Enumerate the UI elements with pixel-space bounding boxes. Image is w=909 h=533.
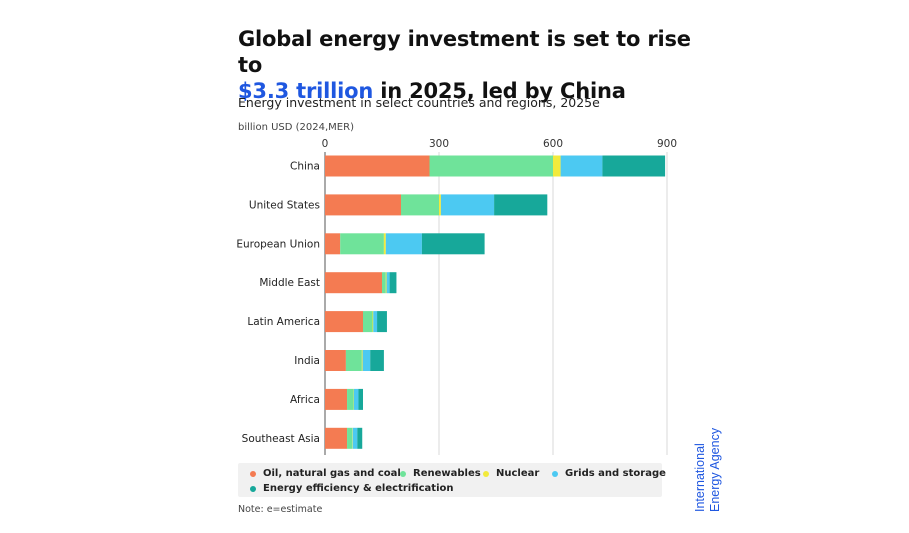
bar-european-union-series-3 [385, 233, 422, 255]
bar-china-series-4 [602, 155, 666, 177]
category-label-china: China [290, 161, 320, 173]
category-label-latin-america: Latin America [247, 316, 320, 328]
bar-africa-series-3 [353, 388, 359, 410]
bar-india-series-0 [325, 350, 346, 371]
bar-southeast-asia-series-3 [352, 427, 358, 449]
bar-china-series-1 [429, 155, 553, 177]
title-rest: in 2025, led by China [373, 79, 626, 103]
chart-legend: Oil, natural gas and coal Renewables Nuc… [238, 463, 666, 497]
legend-label-efficiency: Energy efficiency & electrification [263, 483, 454, 494]
bar-united-states-series-1 [401, 194, 439, 216]
bar-africa-series-0 [325, 388, 348, 410]
bar-india-series-3 [362, 350, 371, 371]
bar-latin-america-series-2 [372, 311, 374, 333]
bar-southeast-asia-series-0 [325, 427, 348, 449]
bar-india-series-4 [370, 350, 384, 371]
bar-middle-east-series-2 [385, 272, 387, 294]
bar-latin-america-series-0 [325, 311, 363, 333]
x-tick-label-600: 600 [543, 138, 563, 150]
category-label-southeast-asia: Southeast Asia [242, 433, 320, 445]
bar-united-states-series-2 [439, 194, 441, 216]
title-highlight: $3.3 trillion [238, 79, 374, 103]
category-label-africa: Africa [290, 394, 320, 406]
category-label-india: India [294, 355, 320, 367]
legend-swatch-renewables [400, 470, 406, 477]
title-line-1: Global energy investment is set to rise … [238, 27, 691, 77]
bar-latin-america-series-4 [377, 311, 387, 333]
legend-item-oil-gas-coal: Oil, natural gas and coal [250, 468, 401, 479]
legend-swatch-grids-storage [552, 470, 558, 477]
x-tick-label-300: 300 [429, 138, 449, 150]
chart-note: Note: e=estimate [238, 504, 323, 515]
bar-china-series-2 [553, 155, 561, 177]
bar-european-union-series-1 [340, 233, 384, 255]
bar-middle-east-series-3 [386, 272, 390, 294]
legend-label-renewables: Renewables [413, 468, 481, 479]
iea-logo: International Energy Agency [693, 427, 722, 512]
legend-label-nuclear: Nuclear [496, 468, 540, 479]
bar-united-states-series-3 [440, 194, 495, 216]
legend-item-efficiency: Energy efficiency & electrification [250, 483, 454, 494]
bar-middle-east-series-4 [389, 272, 397, 294]
bar-european-union-series-2 [383, 233, 386, 255]
bar-european-union-series-0 [325, 233, 341, 255]
iea-logo-line-1: International [693, 443, 707, 512]
legend-swatch-oil-gas-coal [250, 470, 256, 477]
bar-latin-america-series-1 [363, 311, 373, 333]
bar-africa-series-1 [347, 388, 354, 410]
iea-logo-line-2: Energy Agency [708, 427, 722, 512]
bar-latin-america-series-3 [373, 311, 378, 333]
bar-united-states-series-0 [325, 194, 401, 216]
bar-european-union-series-4 [421, 233, 485, 255]
category-label-united-states: United States [249, 199, 320, 211]
legend-item-renewables: Renewables [400, 468, 481, 479]
bar-united-states-series-4 [494, 194, 548, 216]
bar-southeast-asia-series-4 [357, 427, 363, 449]
bar-china-series-3 [560, 155, 603, 177]
x-tick-label-900: 900 [657, 138, 677, 150]
bar-africa-series-4 [358, 388, 363, 410]
title-line-2: $3.3 trillion in 2025, led by China [238, 78, 698, 104]
category-label-middle-east: Middle East [259, 277, 320, 289]
x-tick-label-0: 0 [322, 138, 329, 150]
bar-southeast-asia-series-1 [347, 427, 353, 449]
category-label-european-union: European Union [236, 238, 320, 250]
chart-subtitle: Energy investment in select countries an… [238, 95, 600, 110]
bar-china-series-0 [325, 155, 430, 177]
legend-label-oil-gas-coal: Oil, natural gas and coal [263, 468, 401, 479]
x-axis-unit-label: billion USD (2024,MER) [238, 122, 354, 133]
chart-title: Global energy investment is set to rise … [238, 26, 698, 104]
bar-india-series-2 [361, 350, 363, 371]
bar-middle-east-series-1 [382, 272, 386, 294]
legend-item-nuclear: Nuclear [483, 468, 539, 479]
bar-middle-east-series-0 [325, 272, 382, 294]
legend-label-grids-storage: Grids and storage [565, 468, 666, 479]
legend-item-grids-storage: Grids and storage [552, 468, 666, 479]
legend-swatch-efficiency [250, 485, 256, 492]
legend-swatch-nuclear [483, 470, 489, 477]
bar-india-series-1 [345, 350, 362, 371]
